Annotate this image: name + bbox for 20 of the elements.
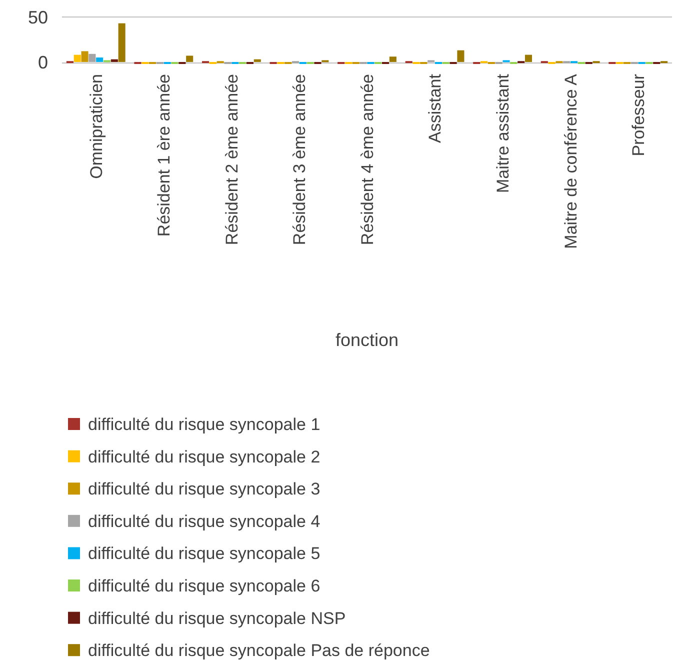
legend-label: difficulté du risque syncopale 5 — [88, 544, 320, 564]
y-tick-label: 50 — [28, 7, 48, 28]
x-tick-label: Résident 2 ème année — [222, 74, 242, 246]
x-tick-label: Maitre de conférence A — [561, 73, 580, 249]
x-tick-label: Maitre assistant — [494, 74, 513, 194]
x-tick-label: Résident 1 ère année — [154, 74, 174, 237]
legend-label: difficulté du risque syncopale 1 — [88, 414, 320, 434]
legend-label: difficulté du risque syncopale 2 — [88, 447, 320, 466]
x-tick-label: Professeur — [629, 74, 648, 156]
x-tick-label: Assistant — [426, 74, 445, 143]
x-tick-label: Résident 4 ème année — [358, 74, 377, 246]
legend-label: difficulté du risque syncopale NSP — [88, 608, 346, 628]
x-tick-label: Omnipraticien — [86, 74, 106, 179]
legend-label: difficulté du risque syncopale 6 — [88, 576, 320, 596]
legend-label: difficulté du risque syncopale Pas de réponce — [88, 641, 430, 660]
y-tick-label: 0 — [38, 52, 48, 72]
legend-label: difficulté du risque syncopale 4 — [88, 512, 320, 531]
legend-label: difficulté du risque syncopale 3 — [88, 480, 320, 499]
x-axis-title: fonction — [335, 330, 399, 350]
x-tick-label: Résident 3 ème année — [290, 74, 310, 246]
